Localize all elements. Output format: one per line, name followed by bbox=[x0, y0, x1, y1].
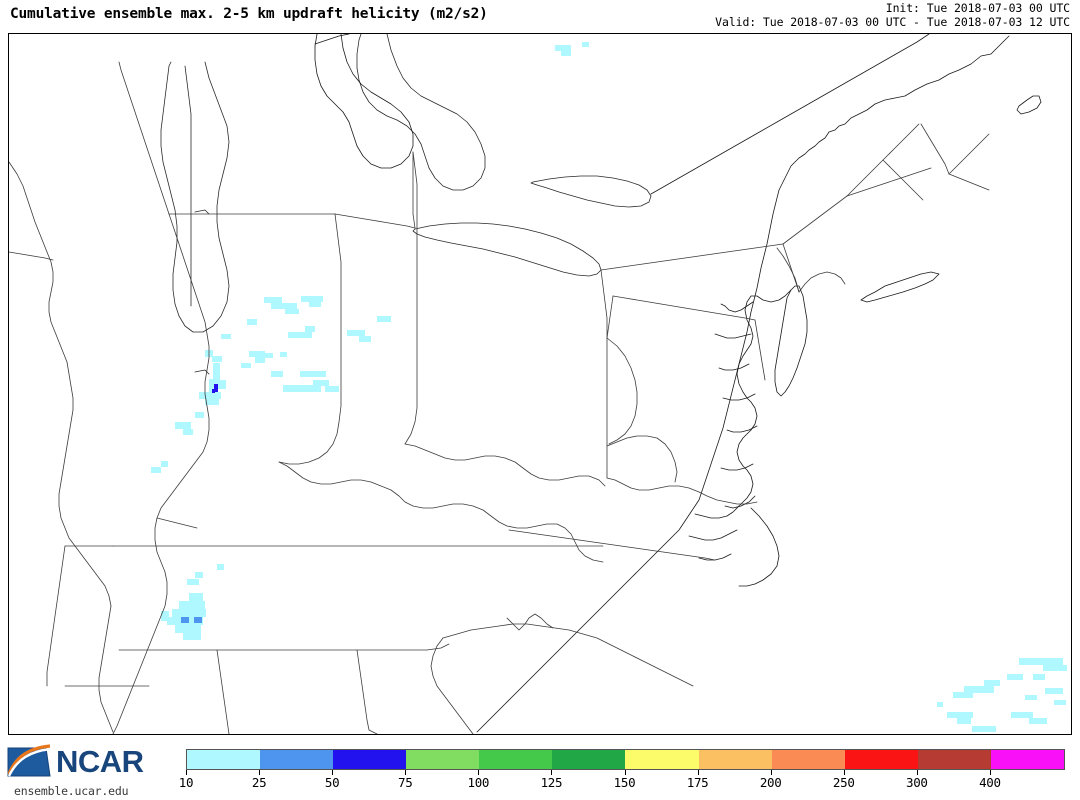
colorbar-segment bbox=[552, 750, 626, 769]
colorbar-tick bbox=[843, 770, 845, 775]
field-region-arkansas bbox=[161, 564, 224, 640]
field-region-atlantic-offshore bbox=[937, 658, 1067, 732]
colorbar-tick-label: 50 bbox=[324, 775, 340, 790]
colorbar-tick bbox=[332, 770, 334, 775]
colorbar-labels: 10 25 50 75 100 125 150 175 200 250 300 400 bbox=[179, 775, 1065, 795]
footer: NCAR ensemble.ucar.edu 10 25 50 75 100 125 150… bbox=[0, 737, 1080, 800]
colorbar-tick bbox=[624, 770, 626, 775]
ncar-swoosh-icon bbox=[7, 744, 52, 777]
colorbar-tick bbox=[697, 770, 699, 775]
field-region-lake-ontario bbox=[555, 42, 589, 56]
header: Cumulative ensemble max. 2-5 km updraft … bbox=[0, 0, 1080, 32]
colorbar-tick bbox=[259, 770, 261, 775]
map-svg bbox=[9, 34, 1067, 734]
ncar-url: ensemble.ucar.edu bbox=[14, 784, 129, 798]
colorbar-tick bbox=[770, 770, 772, 775]
colorbar-tick bbox=[989, 770, 991, 775]
colorbar-segment bbox=[990, 750, 1064, 769]
timestamp-block: Init: Tue 2018-07-03 00 UTC Valid: Tue 2… bbox=[715, 1, 1070, 29]
colorbar-tick bbox=[916, 770, 918, 775]
colorbar-segment bbox=[625, 750, 699, 769]
map-panel[interactable] bbox=[8, 33, 1072, 735]
ncar-logo[interactable]: NCAR ensemble.ucar.edu bbox=[6, 742, 166, 798]
colorbar-tick bbox=[405, 770, 407, 775]
colorbar-tick-label: 25 bbox=[251, 775, 267, 790]
colorbar-segment bbox=[771, 750, 845, 769]
colorbar-tick bbox=[478, 770, 480, 775]
colorbar-tick-label: 250 bbox=[832, 775, 855, 790]
field-region-illinois-indiana bbox=[151, 296, 391, 473]
colorbar-tick bbox=[186, 770, 187, 775]
colorbar[interactable]: 10 25 50 75 100 125 150 175 200 250 300 400 bbox=[179, 749, 1065, 795]
colorbar-segment bbox=[479, 750, 553, 769]
colorbar-segment bbox=[333, 750, 407, 769]
ncar-wordmark: NCAR bbox=[56, 744, 144, 779]
colorbar-tick-label: 150 bbox=[613, 775, 636, 790]
field-core-indiana bbox=[212, 384, 218, 393]
colorbar-tick-label: 200 bbox=[759, 775, 782, 790]
colorbar-tick-label: 175 bbox=[686, 775, 709, 790]
colorbar-tick-label: 75 bbox=[398, 775, 413, 790]
colorbar-tick bbox=[551, 770, 553, 775]
field-core-arkansas bbox=[181, 617, 202, 623]
colorbar-segment bbox=[844, 750, 918, 769]
init-time: Init: Tue 2018-07-03 00 UTC bbox=[885, 1, 1070, 15]
map-geography-layer bbox=[9, 34, 1041, 734]
colorbar-tick-label: 100 bbox=[467, 775, 490, 790]
colorbar-segment bbox=[260, 750, 334, 769]
helicity-field-layer bbox=[151, 42, 1067, 732]
valid-time: Valid: Tue 2018-07-03 00 UTC - Tue 2018-… bbox=[715, 15, 1070, 29]
colorbar-segment bbox=[917, 750, 991, 769]
colorbar-segment bbox=[406, 750, 480, 769]
colorbar-segment bbox=[187, 750, 261, 769]
colorbar-ticks bbox=[186, 770, 1065, 776]
page-title: Cumulative ensemble max. 2-5 km updraft … bbox=[10, 6, 488, 22]
colorbar-tick-label: 300 bbox=[905, 775, 928, 790]
colorbar-tick-label: 400 bbox=[979, 775, 1001, 790]
colorbar-strip[interactable] bbox=[186, 749, 1065, 770]
colorbar-tick-label: 125 bbox=[540, 775, 563, 790]
colorbar-segment bbox=[698, 750, 772, 769]
colorbar-tick-label: 10 bbox=[178, 775, 194, 790]
